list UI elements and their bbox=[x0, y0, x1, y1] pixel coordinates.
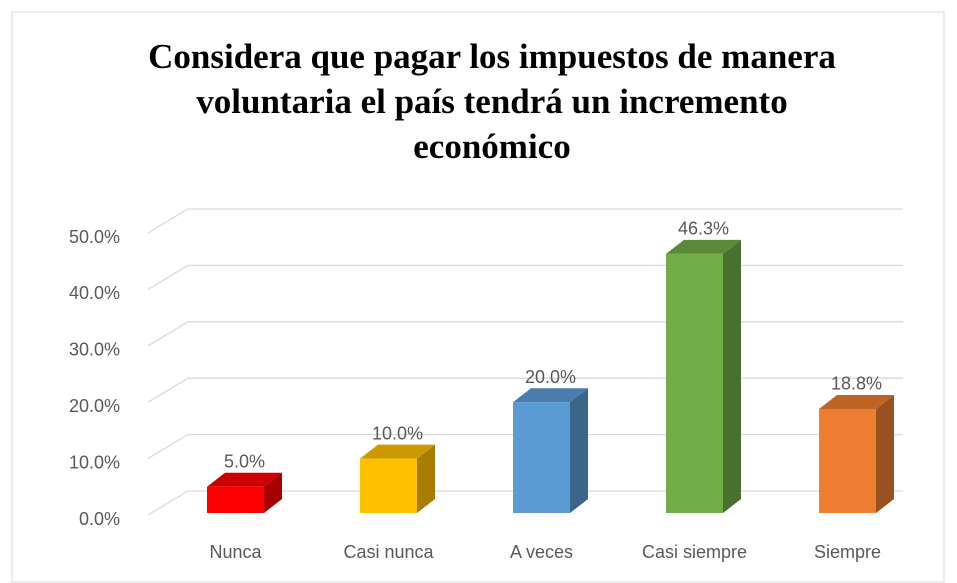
x-tick-label: Casi nunca bbox=[343, 542, 434, 562]
value-label: 18.8% bbox=[831, 374, 882, 394]
chart-title: Considera que pagar los impuestos de man… bbox=[148, 37, 836, 76]
x-tick-label: Nunca bbox=[209, 542, 262, 562]
grid-line bbox=[147, 490, 903, 516]
value-label: 5.0% bbox=[224, 452, 265, 472]
grid-line bbox=[147, 377, 903, 403]
y-tick-label: 50.0% bbox=[69, 227, 120, 247]
bar bbox=[819, 394, 894, 513]
value-label: 20.0% bbox=[525, 367, 576, 387]
chart-title: voluntaria el país tendrá un incremento bbox=[196, 82, 787, 121]
chart-border bbox=[11, 11, 945, 583]
bar-front bbox=[207, 486, 264, 513]
y-tick-label: 40.0% bbox=[69, 283, 120, 303]
bar-front bbox=[360, 458, 417, 513]
bar bbox=[513, 388, 588, 513]
x-tick-label: A veces bbox=[510, 542, 573, 562]
bar-front bbox=[819, 408, 876, 513]
y-tick-label: 30.0% bbox=[69, 340, 120, 360]
bar-side bbox=[876, 394, 894, 513]
y-tick-label: 20.0% bbox=[69, 396, 120, 416]
bar-side bbox=[570, 388, 588, 513]
grid-line bbox=[147, 321, 903, 347]
bar bbox=[207, 472, 282, 513]
bar-side bbox=[723, 239, 741, 514]
grid-line bbox=[147, 433, 903, 460]
bar-top bbox=[207, 472, 282, 487]
x-tick-label: Siempre bbox=[814, 542, 881, 562]
bar-front bbox=[666, 253, 723, 514]
bar-top bbox=[360, 444, 435, 459]
bar-top bbox=[666, 239, 741, 254]
bar-front bbox=[513, 402, 570, 513]
value-label: 46.3% bbox=[678, 219, 729, 239]
bar-top bbox=[819, 394, 894, 409]
bar bbox=[666, 239, 741, 514]
x-tick-label: Casi siempre bbox=[642, 542, 747, 562]
bar-side bbox=[417, 444, 435, 513]
bar-top bbox=[513, 388, 588, 403]
y-tick-label: 10.0% bbox=[69, 452, 120, 472]
value-label: 10.0% bbox=[372, 423, 423, 443]
grid-line bbox=[147, 208, 903, 234]
chart-title: económico bbox=[413, 127, 570, 166]
bar-side bbox=[264, 472, 282, 513]
y-tick-label: 0.0% bbox=[79, 509, 120, 529]
bar bbox=[360, 444, 435, 513]
grid-line bbox=[147, 264, 903, 290]
